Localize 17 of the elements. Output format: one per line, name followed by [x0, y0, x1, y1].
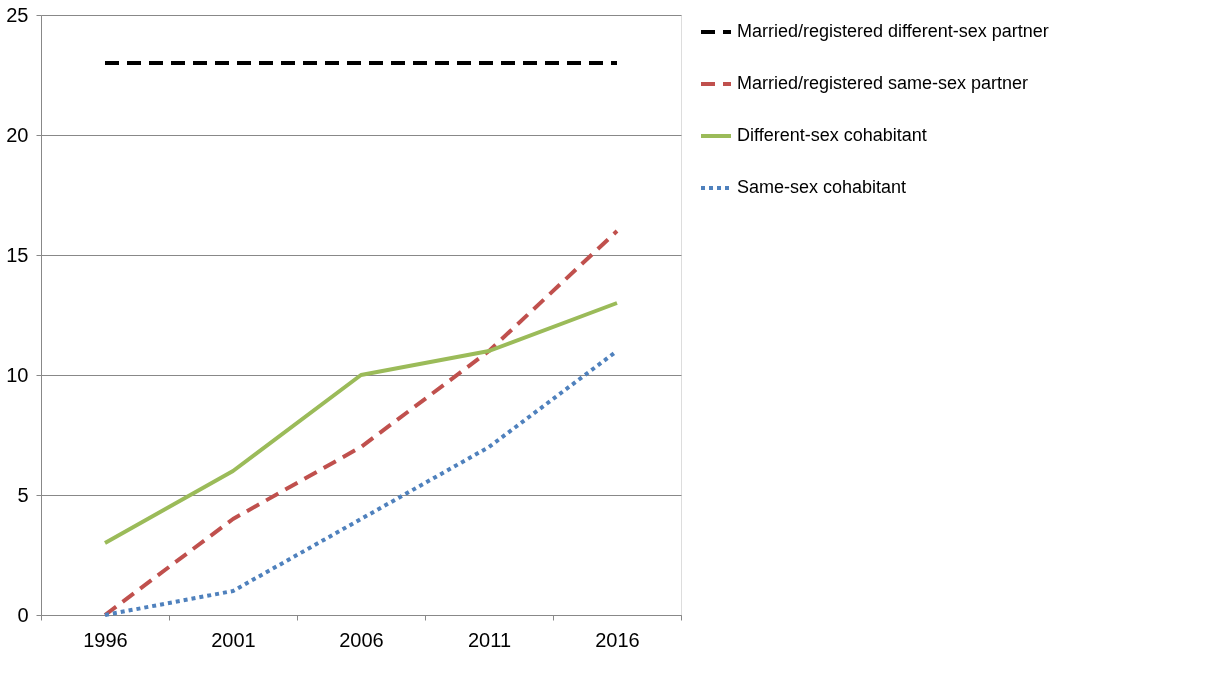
y-tick-label: 5 — [17, 483, 29, 506]
x-tick-label: 1996 — [83, 628, 128, 651]
y-tick-label: 20 — [6, 123, 29, 146]
x-tick-label: 2006 — [339, 628, 384, 651]
x-tick-label: 2001 — [211, 628, 256, 651]
y-tick-label: 25 — [6, 3, 29, 26]
line-series — [103, 229, 619, 617]
y-tick-label: 15 — [6, 243, 29, 266]
legend-label: Same-sex cohabitant — [737, 177, 907, 197]
legend-label: Different-sex cohabitant — [737, 125, 927, 145]
x-tick-label: 2016 — [595, 628, 640, 651]
legend-label: Married/registered same-sex partner — [737, 73, 1029, 93]
x-tick-label: 2011 — [467, 628, 512, 651]
line-series — [103, 301, 619, 545]
y-tick-label: 0 — [17, 603, 29, 626]
y-tick-label: 10 — [6, 363, 29, 386]
legend-label: Married/registered different-sex partner — [737, 21, 1049, 41]
